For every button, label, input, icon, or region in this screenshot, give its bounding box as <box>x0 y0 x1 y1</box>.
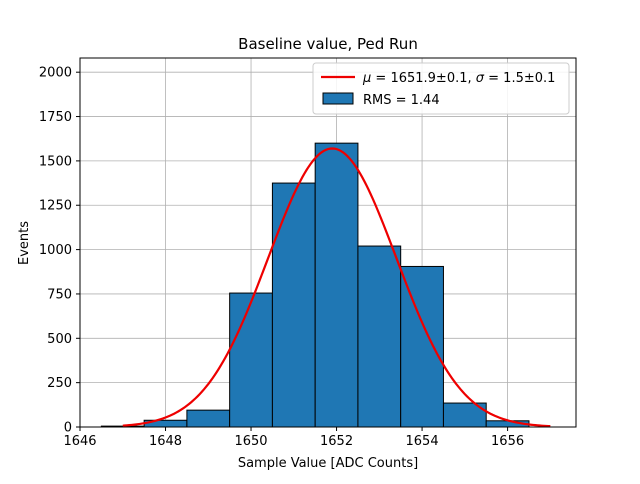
y-tick-label: 500 <box>47 332 72 347</box>
y-tick-label: 2000 <box>39 66 72 81</box>
histogram-bars <box>100 142 530 428</box>
legend-mu-value: = 1651.9±0.1, <box>371 71 475 86</box>
legend-sigma-symbol: σ <box>476 71 485 86</box>
y-tick-label: 750 <box>47 287 72 302</box>
legend-histogram-swatch <box>322 92 354 105</box>
histogram-bar <box>186 409 231 428</box>
legend-fit-label: μ = 1651.9±0.1, σ = 1.5±0.1 <box>362 71 555 86</box>
x-tick-label: 1656 <box>491 434 524 449</box>
legend-box <box>312 62 570 115</box>
histogram-bar <box>357 245 402 428</box>
legend-sigma-value: = 1.5±0.1 <box>484 71 555 86</box>
x-tick-label: 1648 <box>149 434 182 449</box>
x-tick-label: 1654 <box>406 434 439 449</box>
x-tick-label: 1646 <box>63 434 96 449</box>
gaussian-fit-curve <box>122 147 551 428</box>
axis-ticks: 1646 1648 1650 1652 1654 1656 0 250 500 750 1000 12… <box>39 66 524 449</box>
legend-histogram-label: RMS = 1.44 <box>363 93 440 108</box>
legend: μ = 1651.9±0.1, σ = 1.5±0.1 RMS = 1.44 <box>312 62 570 115</box>
histogram-bar <box>314 142 359 428</box>
y-tick-label: 1250 <box>39 199 72 214</box>
y-tick-label: 1000 <box>39 243 72 258</box>
chart-title: Baseline value, Ped Run <box>238 35 418 53</box>
x-tick-label: 1652 <box>320 434 353 449</box>
histogram-bar <box>229 292 273 428</box>
histogram-bar <box>400 265 444 428</box>
histogram-bar <box>271 182 316 428</box>
legend-mu-symbol: μ <box>362 71 371 86</box>
y-tick-label: 250 <box>47 376 72 391</box>
y-tick-label: 0 <box>64 421 72 436</box>
y-tick-label: 1500 <box>39 154 72 169</box>
x-tick-label: 1650 <box>234 434 267 449</box>
y-axis-label: Events <box>17 221 32 265</box>
y-tick-label: 1750 <box>39 110 72 125</box>
x-axis-label: Sample Value [ADC Counts] <box>238 456 418 471</box>
plot-frame <box>79 57 577 428</box>
